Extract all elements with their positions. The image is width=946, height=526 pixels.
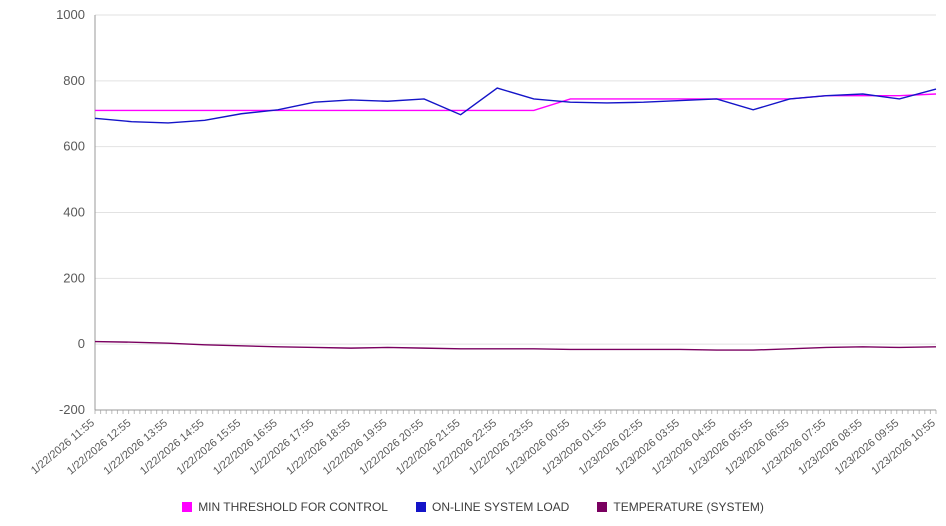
temp-legend-icon [597, 502, 607, 512]
temp-legend-label: TEMPERATURE (SYSTEM) [613, 500, 763, 514]
xaxis-labels-group: 1/22/2026 11:551/22/2026 12:551/22/2026 … [29, 417, 938, 477]
x-axis-tick-label-1: 1/22/2026 12:55 [65, 417, 134, 477]
x-axis-tick-label-15: 1/23/2026 02:55 [577, 417, 646, 477]
x-axis-tick-label-2: 1/22/2026 13:55 [101, 417, 170, 477]
x-axis-tick-label-17: 1/23/2026 04:55 [650, 417, 719, 477]
y-axis-tick-0: 0 [78, 336, 85, 351]
threshold-legend-label: MIN THRESHOLD FOR CONTROL [198, 500, 388, 514]
y-axis-tick-200: 200 [63, 270, 85, 285]
x-axis-tick-label-13: 1/23/2026 00:55 [504, 417, 573, 477]
gridlines-group [95, 15, 936, 410]
x-axis-tick-label-0: 1/22/2026 11:55 [29, 417, 97, 477]
x-axis-tick-label-16: 1/23/2026 03:55 [613, 417, 682, 477]
temperature-system-line[interactable] [95, 342, 936, 351]
legend-item-load[interactable]: ON-LINE SYSTEM LOAD [416, 500, 569, 514]
load-legend-icon [416, 502, 426, 512]
x-axis-tick-label-10: 1/22/2026 21:55 [394, 417, 463, 477]
x-axis-tick-label-19: 1/23/2026 06:55 [723, 417, 792, 477]
x-axis-tick-label-23: 1/23/2026 10:55 [869, 417, 938, 477]
load-legend-label: ON-LINE SYSTEM LOAD [432, 500, 569, 514]
x-axis-tick-label-8: 1/22/2026 19:55 [321, 417, 390, 477]
online-system-load-line[interactable] [95, 88, 936, 123]
x-axis-tick-label-22: 1/23/2026 09:55 [833, 417, 902, 477]
x-axis-tick-label-20: 1/23/2026 07:55 [760, 417, 829, 477]
x-axis-tick-label-14: 1/23/2026 01:55 [540, 417, 609, 477]
threshold-legend-icon [182, 502, 192, 512]
y-axis-tick--200: -200 [59, 402, 85, 417]
yaxis-labels-group: 1000 800 600 400 200 0 -200 [56, 7, 85, 417]
legend-item-threshold[interactable]: MIN THRESHOLD FOR CONTROL [182, 500, 388, 514]
legend-item-temp[interactable]: TEMPERATURE (SYSTEM) [597, 500, 763, 514]
x-axis-tick-label-4: 1/22/2026 15:55 [175, 417, 244, 477]
x-axis-tick-label-21: 1/23/2026 08:55 [796, 417, 865, 477]
y-axis-tick-800: 800 [63, 73, 85, 88]
x-axis-tick-label-12: 1/22/2026 23:55 [467, 417, 536, 477]
y-axis-tick-400: 400 [63, 205, 85, 220]
chart-legend: MIN THRESHOLD FOR CONTROL ON-LINE SYSTEM… [0, 497, 946, 517]
x-axis-tick-label-9: 1/22/2026 20:55 [357, 417, 426, 477]
xaxis-tickmarks-group [95, 410, 936, 414]
x-axis-tick-label-18: 1/23/2026 05:55 [686, 417, 755, 477]
x-axis-tick-label-6: 1/22/2026 17:55 [248, 417, 317, 477]
x-axis-tick-label-11: 1/22/2026 22:55 [431, 417, 500, 477]
chart-container: 1000 800 600 400 200 0 -200 1/22/2026 11:55 1/2… [0, 0, 946, 526]
x-axis-tick-label-7: 1/22/2026 18:55 [284, 417, 353, 477]
y-axis-tick-1000: 1000 [56, 7, 85, 22]
y-axis-tick-600: 600 [63, 139, 85, 154]
line-chart-svg: 10008006004002000-200 1/22/2026 11:551/2… [0, 0, 946, 526]
x-axis-tick-label-5: 1/22/2026 16:55 [211, 417, 280, 477]
x-axis-tick-label-3: 1/22/2026 14:55 [138, 417, 207, 477]
